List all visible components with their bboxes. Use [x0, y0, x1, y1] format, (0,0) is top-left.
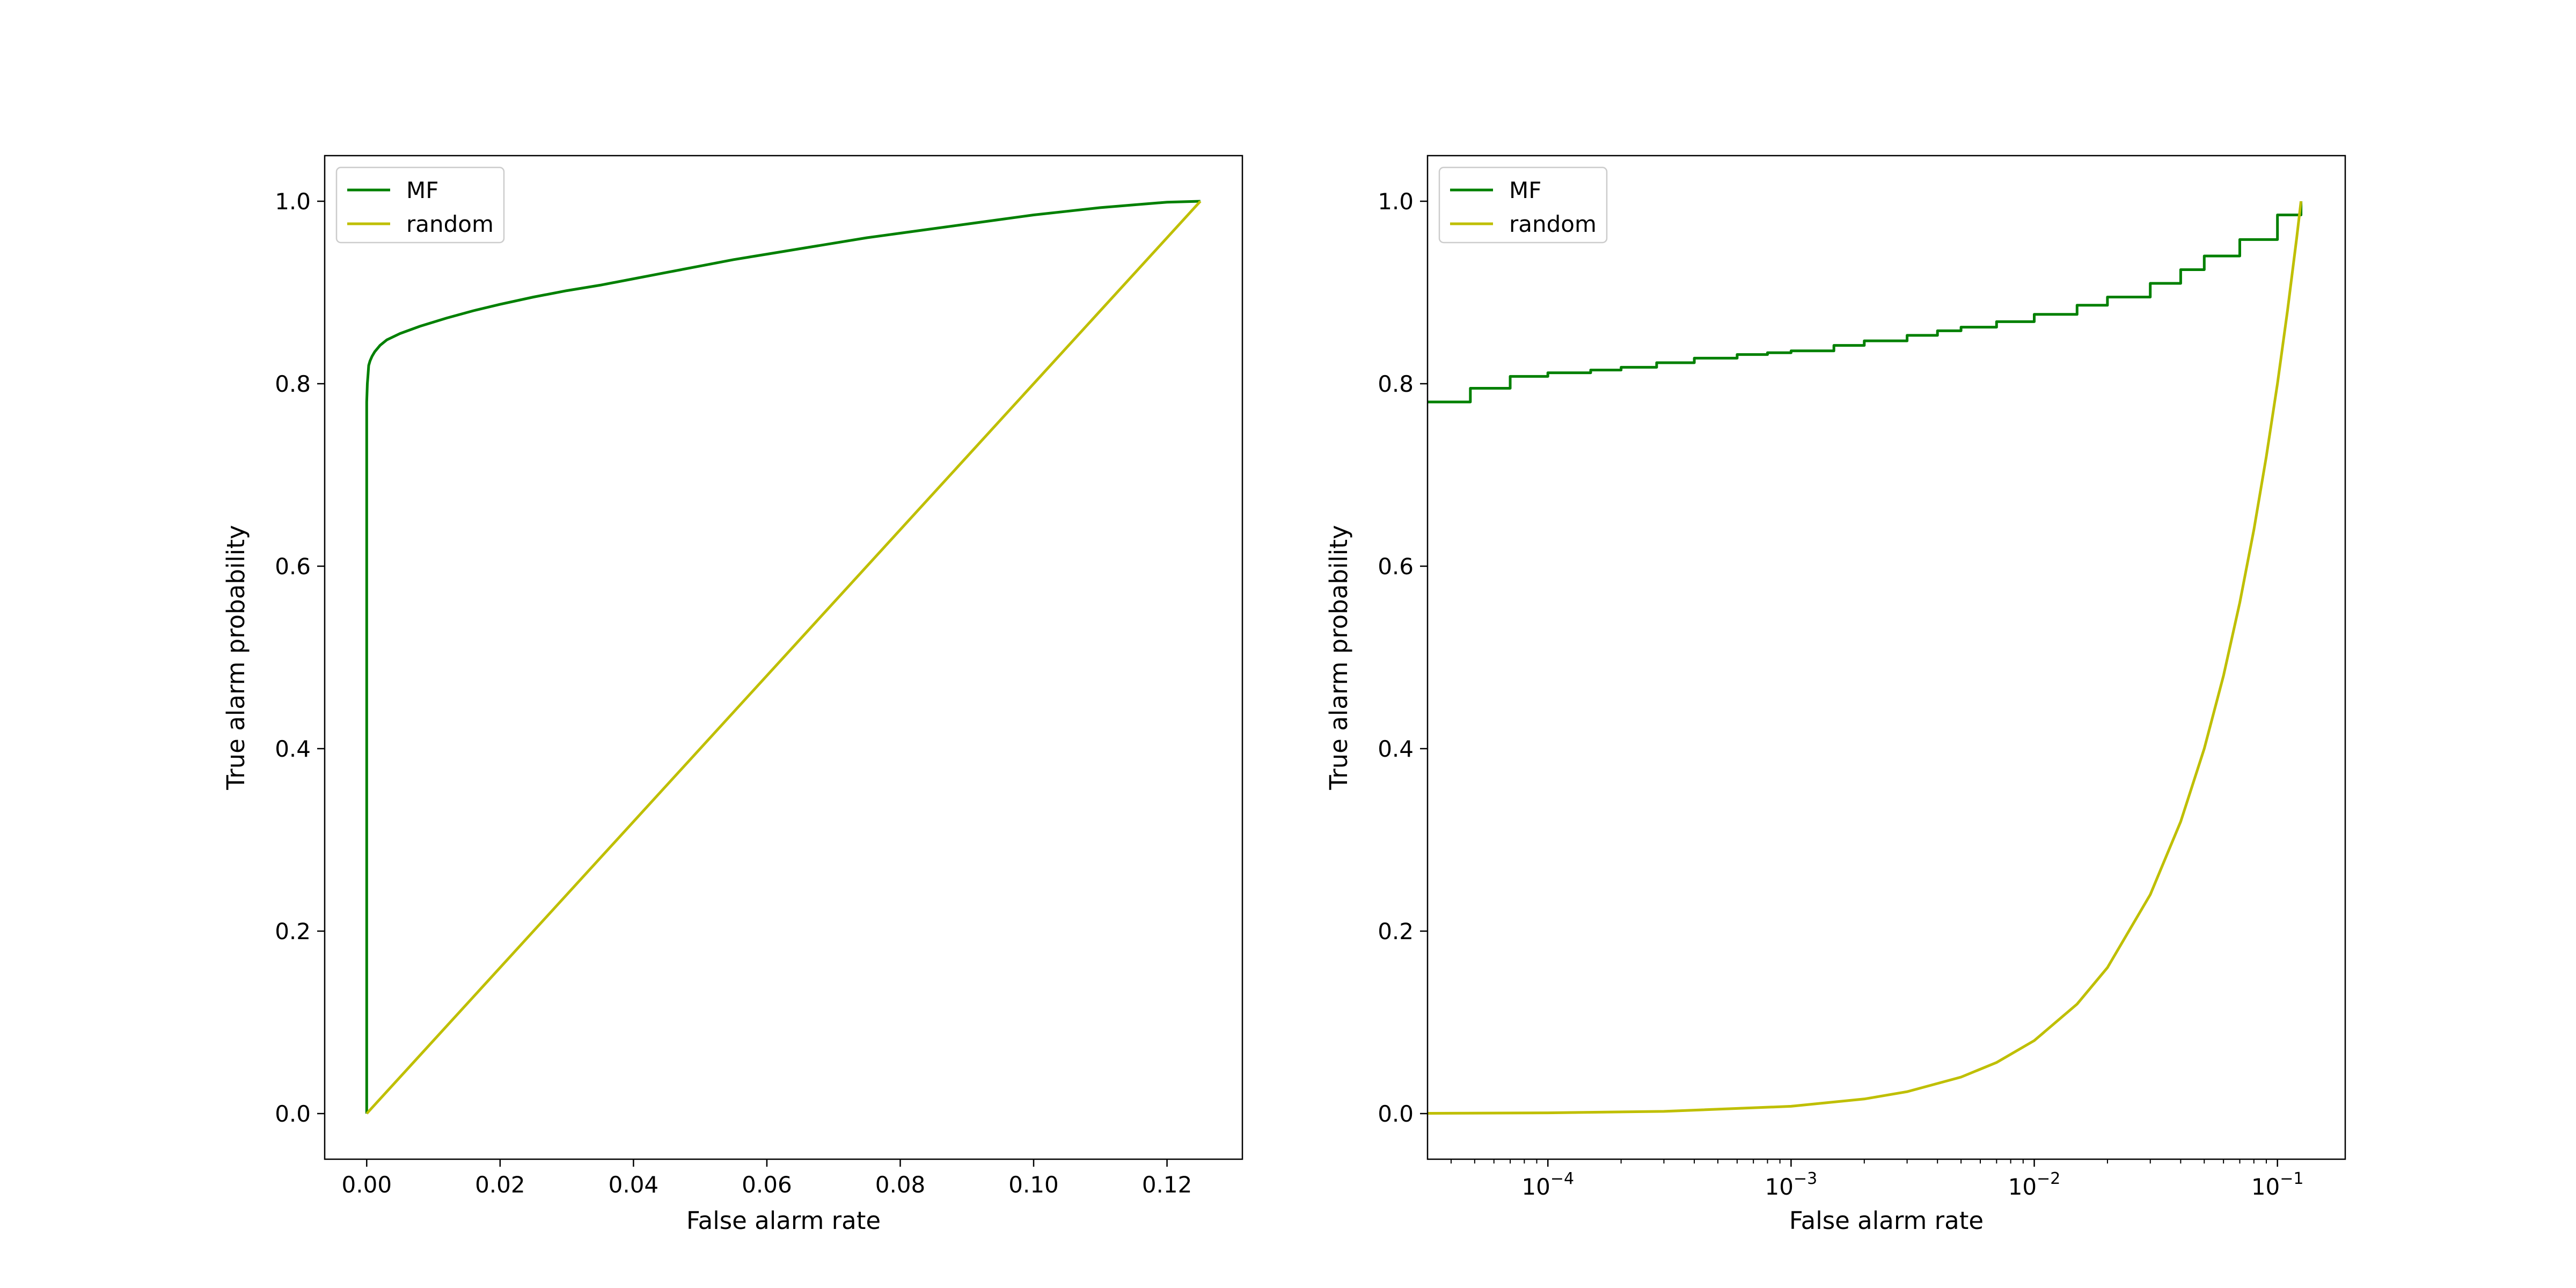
y-tick-label: 0.0	[275, 1101, 311, 1127]
x-tick-label: 0.10	[1008, 1172, 1059, 1198]
x-tick-label: 0.06	[742, 1172, 792, 1198]
legend-label-random: random	[1509, 211, 1597, 237]
x-tick-base: 10	[1521, 1174, 1550, 1200]
x-tick-label: 0.12	[1142, 1172, 1192, 1198]
axes-frame	[1426, 155, 2346, 1160]
axes-frame	[324, 155, 1243, 1160]
x-axis-label: False alarm rate	[686, 1206, 881, 1235]
y-tick-label: 0.4	[1378, 736, 1414, 762]
y-tick-label: 0.6	[1378, 553, 1414, 580]
x-tick-label: 0.04	[609, 1172, 659, 1198]
x-tick-label: 0.00	[342, 1172, 392, 1198]
right-chart-panel: 0.00.20.40.60.81.010−4 10−3 10−2 10−1False …	[1324, 155, 2346, 1235]
series-line-mf	[1428, 201, 2303, 404]
x-tick-exponent: −1	[2280, 1169, 2303, 1188]
y-tick-label: 0.8	[1378, 371, 1414, 397]
x-tick-label: 10−4	[1521, 1169, 1574, 1200]
y-axis-label: True alarm probability	[1324, 525, 1353, 790]
y-tick-label: 0.2	[275, 918, 311, 945]
legend-label-random: random	[406, 211, 494, 237]
x-tick-base: 10	[1765, 1174, 1794, 1200]
x-tick-base: 10	[2008, 1174, 2037, 1200]
legend-label-mf: MF	[406, 177, 438, 203]
y-tick-label: 0.2	[1378, 918, 1414, 945]
x-tick-exponent: −3	[1794, 1169, 1817, 1188]
y-tick-label: 1.0	[1378, 188, 1414, 215]
x-tick-label: 10−2	[2008, 1169, 2061, 1200]
series-line-random	[1428, 201, 2303, 1115]
y-tick-label: 0.8	[275, 371, 311, 397]
y-axis-label: True alarm probability	[222, 525, 250, 790]
x-tick-base: 10	[2251, 1174, 2280, 1200]
y-tick-label: 1.0	[275, 188, 311, 215]
x-tick-label: 0.08	[875, 1172, 926, 1198]
left-chart-panel: 0.0 0.2 0.4 0.6 0.8 1.0 0.00 0.02 0.04 0.06 0.08 0.…	[222, 155, 1243, 1235]
x-tick-label: 10−3	[1765, 1169, 1818, 1200]
x-tick-exponent: −2	[2037, 1169, 2060, 1188]
x-tick-label: 10−1	[2251, 1169, 2304, 1200]
x-tick-exponent: −4	[1550, 1169, 1574, 1188]
series-line-mf	[365, 200, 1201, 1114]
y-tick-label: 0.0	[1378, 1101, 1414, 1127]
x-tick-label: 0.02	[475, 1172, 525, 1198]
series-line-random	[365, 200, 1202, 1115]
y-tick-label: 0.4	[275, 736, 311, 762]
y-tick-label: 0.6	[275, 553, 311, 580]
legend-label-mf: MF	[1509, 177, 1541, 203]
x-axis-label: False alarm rate	[1789, 1206, 1984, 1235]
